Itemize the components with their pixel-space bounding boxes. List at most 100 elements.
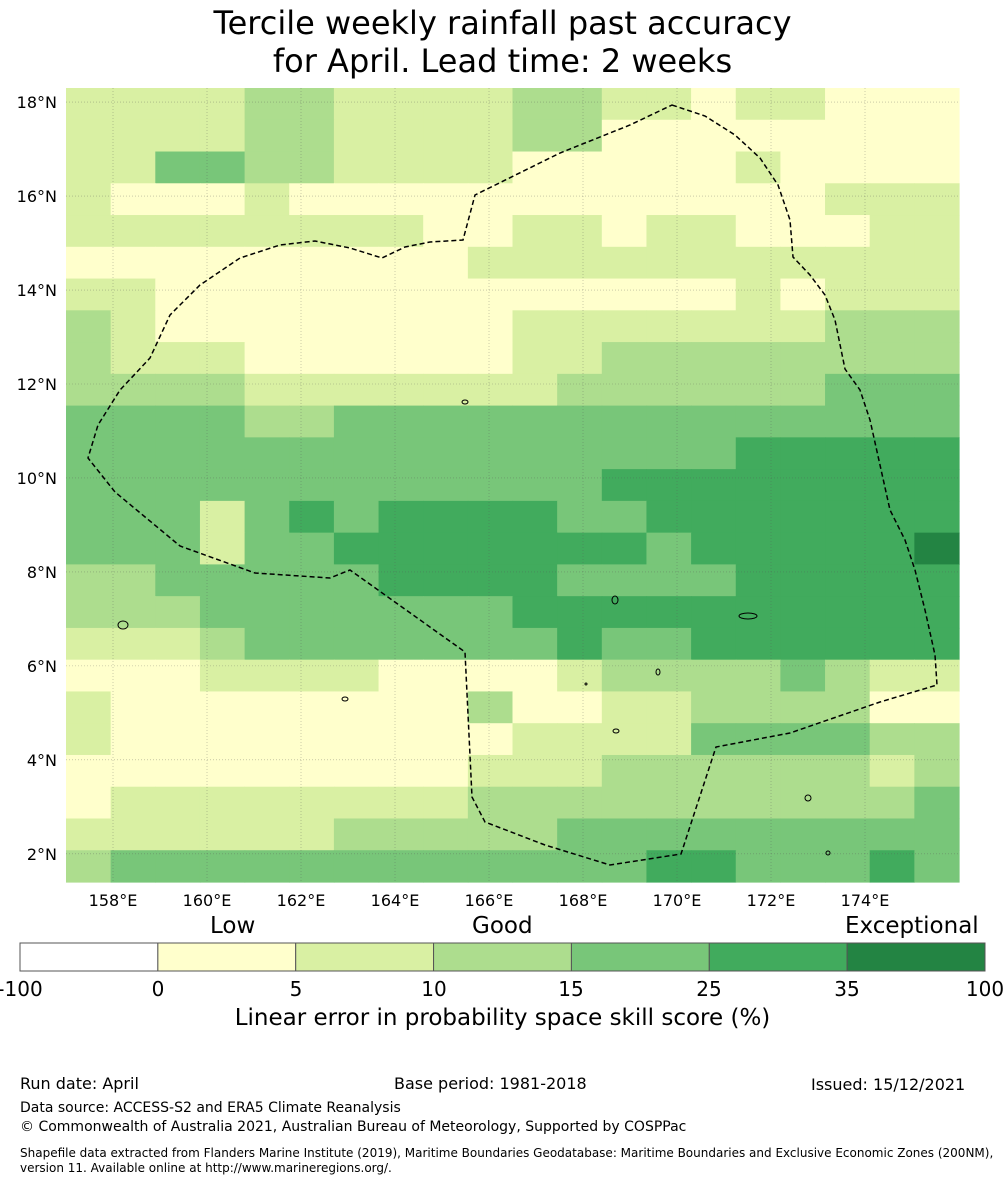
grid-cell — [825, 215, 871, 248]
grid-cell — [289, 405, 335, 438]
grid-cell — [333, 786, 380, 820]
grid-cell — [289, 119, 335, 153]
grid-cell — [825, 627, 871, 661]
grid-cell — [914, 500, 960, 534]
grid-cell — [155, 786, 201, 820]
grid-cell — [914, 310, 960, 343]
grid-cell — [423, 310, 469, 343]
grid-cell — [155, 723, 201, 756]
grid-cell — [557, 183, 603, 216]
grid-cell — [646, 564, 692, 597]
grid-cell — [423, 437, 469, 470]
latitude-tick-label: 18°N — [17, 93, 57, 112]
grid-cell — [333, 246, 380, 280]
grid-cell — [869, 596, 915, 629]
grid-cell — [378, 183, 424, 216]
grid-cell — [780, 691, 826, 724]
grid-cell — [244, 659, 290, 693]
longitude-tick-label: 174°E — [841, 891, 890, 910]
grid-cell — [199, 786, 246, 820]
colorbar-label: Linear error in probability space skill … — [234, 1005, 771, 1031]
grid-cell — [333, 88, 380, 121]
grid-cell — [914, 564, 960, 597]
longitude-tick-label: 166°E — [465, 891, 514, 910]
grid-cell — [646, 659, 692, 693]
grid-cell — [155, 532, 201, 565]
grid-cell — [557, 310, 603, 343]
grid-cell — [110, 564, 156, 597]
grid-cell — [155, 469, 201, 502]
grid-cell — [869, 754, 915, 788]
grid-cell — [423, 596, 469, 629]
grid-cell — [66, 342, 112, 375]
grid-cell — [199, 850, 246, 883]
grid-cell — [66, 500, 112, 534]
grid-cell — [199, 246, 246, 280]
grid-cell — [646, 373, 692, 407]
grid-cell — [512, 659, 558, 693]
grid-cell — [333, 564, 380, 597]
grid-cell — [601, 246, 648, 280]
grid-cell — [512, 215, 558, 248]
grid-cell — [378, 786, 424, 820]
colorbar-tick: -100 — [0, 977, 43, 1001]
latitude-tick-label: 8°N — [27, 563, 57, 582]
graticule — [66, 88, 959, 882]
grid-cell — [691, 119, 737, 153]
grid-cell — [199, 691, 246, 724]
grid-cell — [333, 405, 380, 438]
grid-cell — [110, 88, 156, 121]
grid-cell — [467, 627, 514, 661]
grid-cell — [735, 659, 781, 693]
longitude-tick-label: 162°E — [277, 891, 326, 910]
grid-cell — [199, 437, 246, 470]
grid-cell — [110, 818, 156, 851]
grid-cell — [780, 500, 826, 534]
grid-cell — [557, 627, 603, 661]
island-icon — [341, 696, 349, 702]
grid-cell — [467, 246, 514, 280]
grid-cell — [244, 469, 290, 502]
grid-cell — [199, 659, 246, 693]
grid-cell — [825, 723, 871, 756]
grid-cell — [66, 469, 112, 502]
grid-cell — [512, 627, 558, 661]
grid-cell — [423, 850, 469, 883]
grid-cell — [557, 691, 603, 724]
grid-cell — [333, 850, 380, 883]
grid-cell — [557, 119, 603, 153]
grid-cell — [423, 659, 469, 693]
grid-cell — [289, 818, 335, 851]
grid-cell — [333, 754, 380, 788]
grid-cell — [199, 627, 246, 661]
colorbar-tick: 35 — [834, 977, 860, 1001]
colorbar — [19, 942, 986, 972]
grid-cell — [333, 596, 380, 629]
grid-cell — [780, 596, 826, 629]
chart-title: Tercile weekly rainfall past accuracy fo… — [0, 4, 1005, 80]
grid-cell — [155, 215, 201, 248]
grid-cell — [646, 818, 692, 851]
grid-cell — [825, 278, 871, 311]
grid-cell — [825, 183, 871, 216]
grid-cell — [244, 246, 290, 280]
grid-cell — [691, 151, 737, 184]
grid-cell — [66, 88, 112, 121]
grid-cell — [333, 818, 380, 851]
grid-cell — [780, 754, 826, 788]
grid-cell — [244, 342, 290, 375]
grid-cell — [244, 119, 290, 153]
grid-cell — [691, 659, 737, 693]
grid-cell — [646, 342, 692, 375]
island-icon — [461, 399, 469, 405]
grid-cell — [691, 246, 737, 280]
grid-cell — [735, 469, 781, 502]
grid-cell — [557, 754, 603, 788]
grid-cell — [244, 627, 290, 661]
grid-cell — [601, 310, 648, 343]
grid-cell — [601, 405, 648, 438]
grid-cell — [691, 818, 737, 851]
grid-cell — [244, 691, 290, 724]
grid-cell — [423, 88, 469, 121]
grid-cell — [66, 596, 112, 629]
